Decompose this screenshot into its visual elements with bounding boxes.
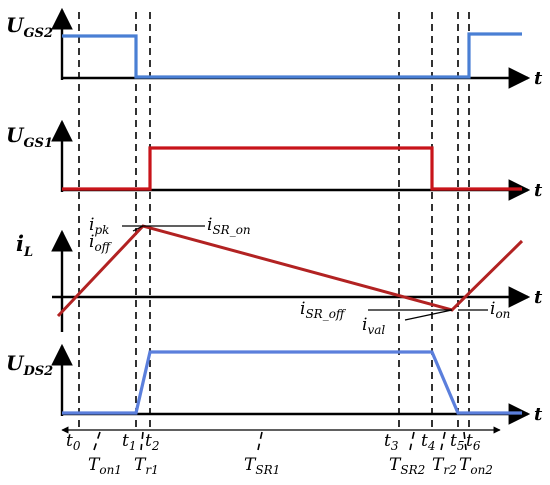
- tsr2-label: TSR2: [389, 455, 425, 477]
- axes: [51, 7, 531, 425]
- interval-arrows: [61, 426, 501, 451]
- trace-labels: UGS2 UGS1 iL UDS2: [6, 13, 53, 379]
- tr2-label: Tr2: [432, 455, 457, 477]
- ival-leader: [404, 309, 453, 321]
- t0-label: t0: [66, 431, 81, 453]
- waveforms: [56, 32, 524, 415]
- tsr2-tick: [409, 431, 415, 451]
- ton2-label: Ton2: [459, 455, 493, 477]
- ton1-tick: [93, 431, 101, 451]
- il-label: iL: [16, 231, 33, 260]
- ugs1-label: UGS1: [6, 123, 53, 151]
- ton1-label: Ton1: [88, 455, 122, 477]
- uds2-waveform: [62, 350, 522, 415]
- ugs1-waveform: [62, 146, 522, 191]
- uds2-label: UDS2: [6, 351, 53, 379]
- t5-label: t5: [450, 431, 464, 453]
- ton2-tick: [463, 431, 467, 451]
- il-waveform: [56, 224, 524, 318]
- ioff-label: ioff: [89, 232, 113, 254]
- interval-labels: Ton1 Tr1 TSR1 TSR2 Tr2 Ton2: [88, 455, 493, 477]
- t1-label: t1: [122, 431, 136, 453]
- uds2-t-label: t: [534, 404, 543, 425]
- time-markers: [78, 12, 470, 430]
- ival-label: ival: [362, 315, 385, 337]
- t3-label: t3: [384, 431, 399, 453]
- ion-label: ion: [490, 299, 510, 321]
- isr-on-label: iSR_on: [207, 215, 251, 237]
- time-instant-labels: t0 t1 t2 t3 t4 t5 t6: [66, 431, 481, 453]
- ioff-leader: [132, 225, 144, 232]
- tr1-tick: [140, 431, 144, 451]
- time-axis-labels: t t t t: [534, 68, 543, 425]
- isr-off-label: iSR_off: [300, 299, 347, 321]
- ugs2-label: UGS2: [6, 13, 53, 41]
- tsr1-label: TSR1: [244, 455, 280, 477]
- tsr1-tick: [257, 431, 263, 451]
- current-labels: ipk ioff iSR_on iSR_off ival ion: [89, 215, 510, 337]
- t4-label: t4: [421, 431, 435, 453]
- ugs1-t-label: t: [534, 180, 543, 201]
- ugs2-t-label: t: [534, 68, 543, 89]
- il-t-label: t: [534, 287, 543, 308]
- ugs2-waveform: [62, 32, 522, 79]
- t6-label: t6: [466, 431, 481, 453]
- tr2-tick: [440, 431, 446, 451]
- tr1-label: Tr1: [134, 455, 159, 477]
- t2-label: t2: [145, 431, 159, 453]
- leader-lines: [122, 225, 488, 321]
- ipk-label: ipk: [89, 215, 109, 237]
